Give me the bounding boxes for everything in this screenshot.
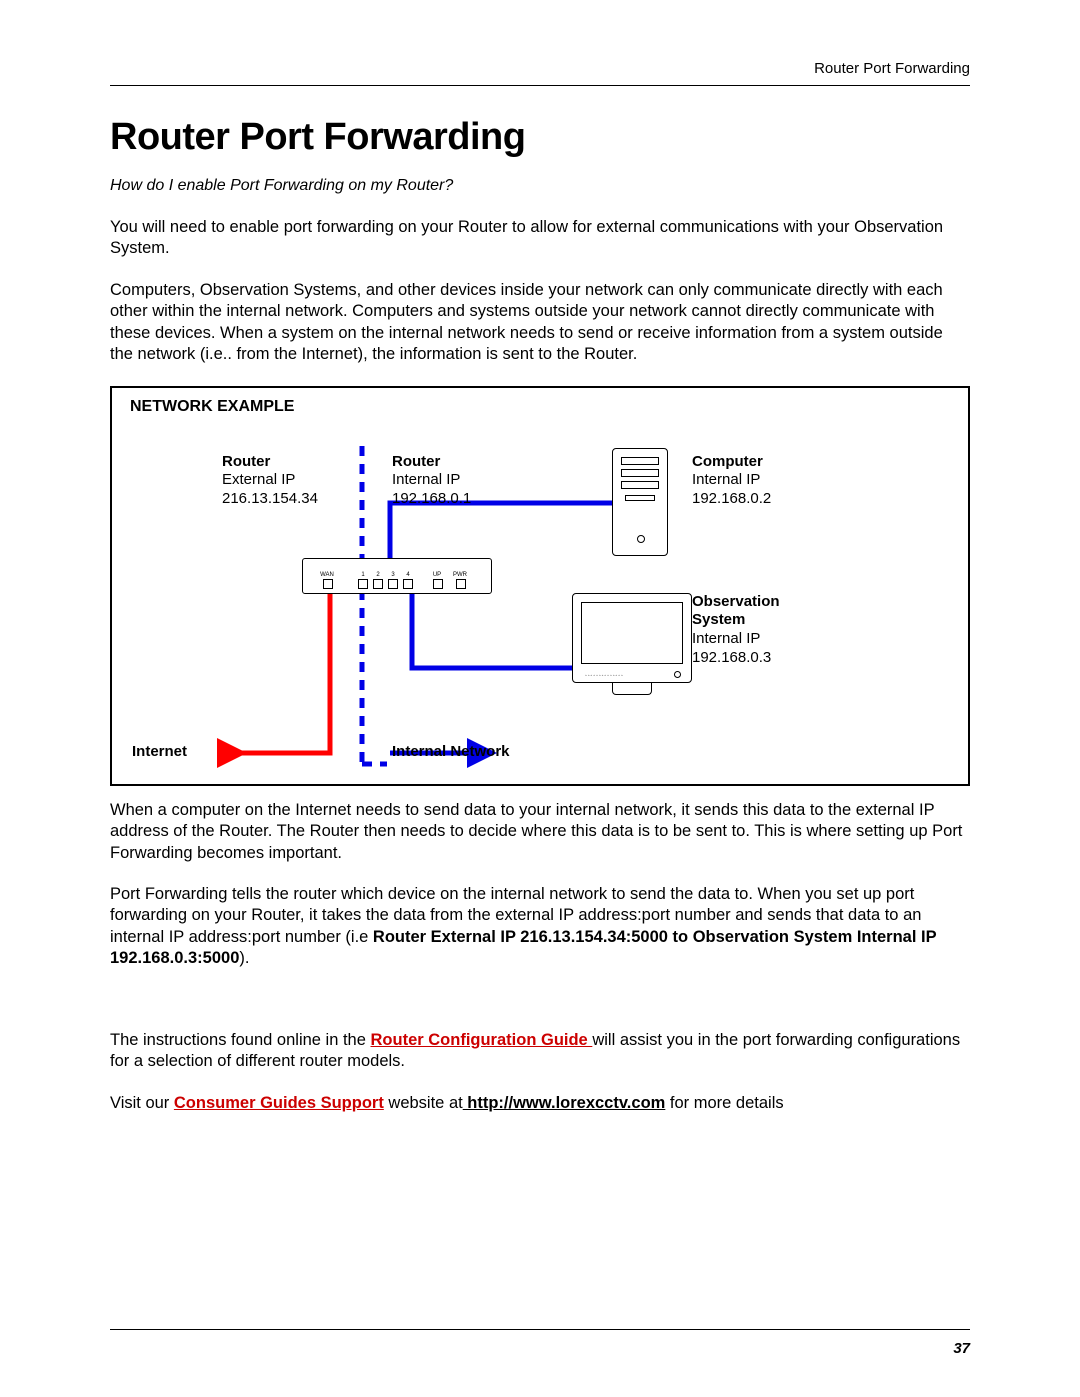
paragraph-3: When a computer on the Internet needs to…: [110, 800, 970, 864]
label-internet: Internet: [132, 743, 187, 762]
label-internal-network: Internal Network: [392, 743, 510, 762]
paragraph-4: Port Forwarding tells the router which d…: [110, 884, 970, 970]
monitor-stand-icon: [612, 683, 652, 695]
computer-tower-icon: [612, 448, 668, 556]
diagram-lines: [112, 388, 968, 784]
paragraph-2: Computers, Observation Systems, and othe…: [110, 280, 970, 366]
label-observation-system: Observation System Internal IP 192.168.0…: [692, 593, 780, 668]
diagram-title: NETWORK EXAMPLE: [130, 398, 950, 416]
paragraph-1: You will need to enable port forwarding …: [110, 217, 970, 260]
running-header: Router Port Forwarding: [110, 60, 970, 77]
page-title: Router Port Forwarding: [110, 116, 970, 159]
header-rule: [110, 85, 970, 86]
paragraph-6: Visit our Consumer Guides Support websit…: [110, 1093, 970, 1114]
label-router-internal: Router Internal IP 192.168.0.1: [392, 453, 471, 509]
page-footer: 37: [110, 1329, 970, 1357]
router-device-icon: WAN 1 2 3 4 UP PWR: [302, 558, 492, 594]
lorex-url-link[interactable]: http://www.lorexcctv.com: [463, 1094, 666, 1112]
page-number: 37: [110, 1340, 970, 1357]
label-computer: Computer Internal IP 192.168.0.2: [692, 453, 771, 509]
router-config-guide-link[interactable]: Router Configuration Guide: [371, 1031, 593, 1049]
page-subtitle: How do I enable Port Forwarding on my Ro…: [110, 177, 970, 195]
label-router-external: Router External IP 216.13.154.34: [222, 453, 318, 509]
consumer-guides-link[interactable]: Consumer Guides Support: [174, 1094, 384, 1112]
paragraph-5: The instructions found online in the Rou…: [110, 1030, 970, 1073]
network-diagram: NETWORK EXAMPLE Router External IP 216.1…: [110, 386, 970, 786]
footer-rule: [110, 1329, 970, 1330]
observation-monitor-icon: ◦◦◦◦◦◦◦◦◦◦◦◦◦◦: [572, 593, 692, 683]
